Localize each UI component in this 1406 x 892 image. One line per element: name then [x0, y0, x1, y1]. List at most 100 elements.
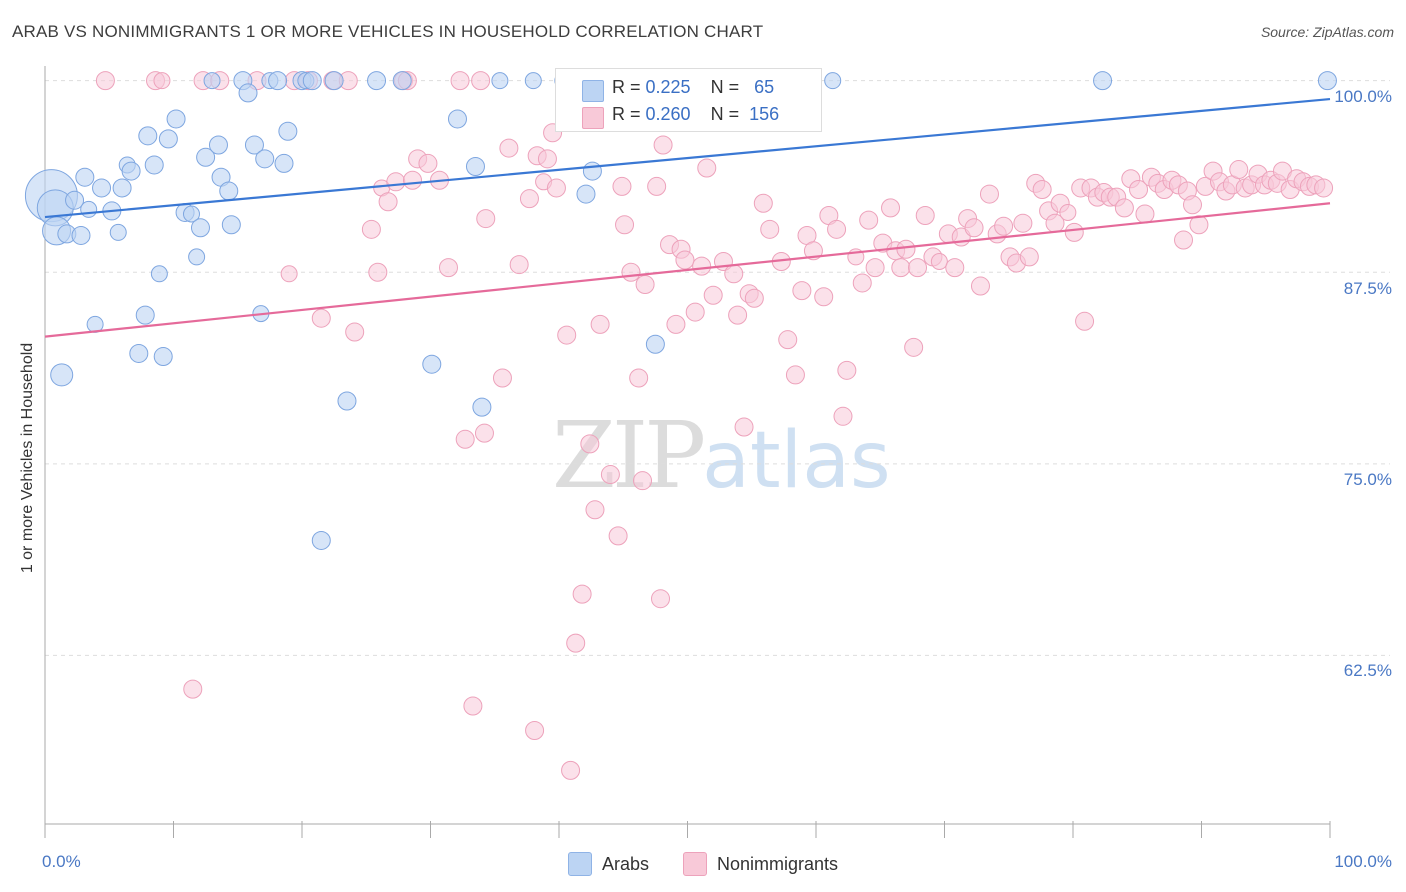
stats-r-label-arabs: R = [612, 77, 646, 97]
y-tick-label-100: 100.0% [1334, 87, 1392, 106]
nonimmigrants-point-35 [519, 189, 539, 209]
nonimmigrants-point-77 [778, 330, 798, 350]
nonimmigrants-point-25 [438, 258, 458, 278]
series-legend: Arabs Nonimmigrants [0, 852, 1406, 876]
nonimmigrants-point-43 [561, 760, 581, 780]
arabs-point-64 [1317, 71, 1337, 91]
nonimmigrants-point-122 [1075, 311, 1095, 331]
arabs-trend-line [44, 97, 1331, 219]
stats-swatch-arabs [582, 80, 604, 102]
stats-r-value-nonimmigrants: 0.260 [645, 104, 691, 124]
y-tick-label-62-5: 62.5% [1343, 661, 1392, 680]
nonimmigrants-point-74 [753, 193, 773, 213]
nonimmigrants-point-107 [979, 184, 999, 204]
nonimmigrants-point-10 [311, 308, 331, 328]
nonimmigrants-point-86 [837, 360, 857, 380]
nonimmigrants-point-15 [368, 262, 388, 282]
arabs-point-50 [392, 71, 412, 91]
nonimmigrants-point-17 [378, 192, 398, 212]
nonimmigrants-point-36 [525, 721, 545, 741]
arabs-point-15 [121, 161, 141, 181]
nonimmigrants-point-48 [590, 314, 610, 334]
source-label: Source: ZipAtlas.com [1260, 24, 1394, 40]
nonimmigrants-point-21 [403, 170, 423, 190]
arabs-point-36 [244, 135, 264, 155]
nonimmigrants-point-139 [1183, 195, 1203, 215]
nonimmigrants-point-58 [651, 589, 671, 609]
x-tick-label-min: 0.0% [42, 852, 81, 871]
nonimmigrants-point-61 [666, 314, 686, 334]
stats-swatch-nonimmigrants [582, 107, 604, 129]
nonimmigrants-point-30 [474, 423, 494, 443]
arabs-point-56 [524, 72, 542, 90]
nonimmigrants-point-65 [692, 256, 712, 276]
nonimmigrants-point-98 [915, 206, 935, 226]
nonimmigrants-point-47 [585, 500, 605, 520]
legend-item-arabs[interactable]: Arabs [567, 852, 649, 876]
nonimmigrants-point-55 [633, 471, 653, 491]
nonimmigrants-point-105 [964, 218, 984, 238]
chart-title: ARAB VS NONIMMIGRANTS 1 OR MORE VEHICLES… [12, 22, 764, 41]
arabs-point-32 [219, 181, 239, 201]
stats-n-label-nonimmigrants: N = [710, 104, 745, 124]
stats-legend: R = 0.225 N = 65 R = 0.260 N = 156 [555, 68, 822, 132]
nonimmigrants-point-18 [386, 172, 406, 192]
nonimmigrants-point-0 [95, 71, 115, 91]
nonimmigrants-point-79 [792, 281, 812, 301]
watermark: ZIPatlas [552, 402, 891, 509]
arabs-point-10 [92, 178, 112, 198]
nonimmigrants-point-2 [153, 72, 171, 90]
nonimmigrants-point-42 [557, 325, 577, 345]
nonimmigrants-point-130 [1129, 179, 1149, 199]
arabs-point-21 [153, 347, 173, 367]
legend-item-nonimmigrants[interactable]: Nonimmigrants [682, 852, 839, 876]
nonimmigrants-point-71 [734, 417, 754, 437]
nonimmigrants-point-29 [471, 71, 491, 91]
nonimmigrants-point-52 [615, 215, 635, 235]
stats-r-value-arabs: 0.225 [645, 77, 691, 97]
nonimmigrants-point-13 [345, 322, 365, 342]
arabs-point-38 [255, 149, 275, 169]
legend-swatch-arabs [567, 852, 592, 876]
nonimmigrants-point-75 [760, 219, 780, 239]
nonimmigrants-point-69 [724, 264, 744, 284]
arabs-point-63 [1093, 71, 1113, 91]
nonimmigrants-point-63 [675, 250, 695, 270]
nonimmigrants-point-7 [280, 265, 298, 283]
nonimmigrants-point-23 [418, 153, 438, 173]
arabs-point-27 [190, 218, 210, 238]
legend-label-arabs: Arabs [601, 853, 649, 874]
legend-label-nonimmigrants: Nonimmigrants [716, 853, 839, 874]
nonimmigrants-point-109 [994, 216, 1014, 236]
nonimmigrants-point-94 [891, 258, 911, 278]
arabs-point-54 [472, 397, 492, 417]
nonimmigrants-point-56 [635, 274, 655, 294]
nonimmigrants-point-140 [1189, 215, 1209, 235]
arabs-point-19 [144, 155, 164, 175]
nonimmigrants-point-85 [833, 406, 853, 426]
arabs-point-18 [138, 126, 158, 146]
nonimmigrants-point-41 [546, 178, 566, 198]
y-tick-label-87-5: 87.5% [1343, 279, 1392, 298]
nonimmigrants-point-50 [608, 526, 628, 546]
arabs-point-29 [203, 72, 221, 90]
nonimmigrants-point-106 [970, 276, 990, 296]
nonimmigrants-point-88 [852, 273, 872, 293]
arabs-point-62 [824, 72, 842, 90]
nonimmigrants-point-113 [1019, 247, 1039, 267]
nonimmigrants-point-39 [537, 149, 557, 169]
nonimmigrants-point-92 [881, 198, 901, 218]
nonimmigrants-point-70 [728, 305, 748, 325]
nonimmigrants-point-67 [703, 285, 723, 305]
nonimmigrants-point-115 [1032, 179, 1052, 199]
y-tick-label-75: 75.0% [1343, 470, 1392, 489]
nonimmigrants-point-128 [1114, 198, 1134, 218]
arabs-point-8 [80, 200, 98, 218]
nonimmigrants-point-49 [600, 465, 620, 485]
nonimmigrants-point-73 [744, 288, 764, 308]
nonimmigrants-point-44 [566, 633, 586, 653]
nonimmigrants-point-34 [509, 255, 529, 275]
stats-r-label-nonimmigrants: R = [612, 104, 646, 124]
nonimmigrants-point-97 [908, 258, 928, 278]
arabs-point-17 [135, 305, 155, 325]
